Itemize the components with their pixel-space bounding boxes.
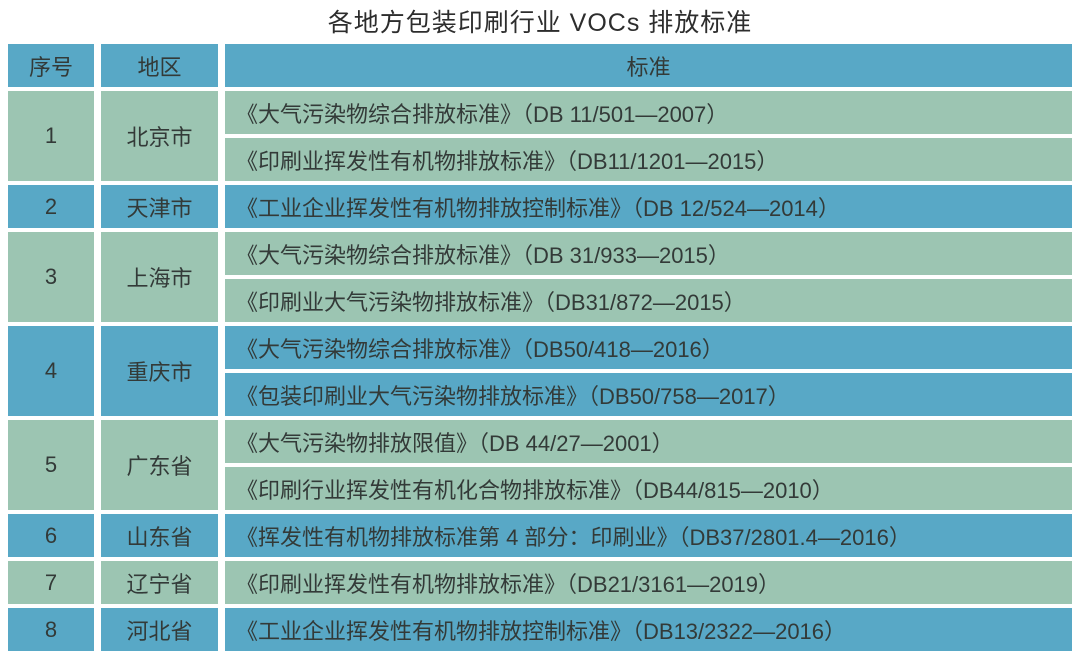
seq-cell: 8 xyxy=(8,608,94,651)
table-row: 2 天津市 《工业企业挥发性有机物排放控制标准》（DB 12/524—2014） xyxy=(8,185,1072,228)
page-title: 各地方包装印刷行业 VOCs 排放标准 xyxy=(327,9,753,37)
seq-cell: 5 xyxy=(8,420,94,510)
standard-cell: 《包装印刷业大气污染物排放标准》（DB50/758—2017） xyxy=(225,373,1072,416)
region-cell: 山东省 xyxy=(101,514,218,557)
header-seq: 序号 xyxy=(8,44,94,87)
region-cell: 河北省 xyxy=(101,608,218,651)
standard-cell: 《印刷业大气污染物排放标准》（DB31/872—2015） xyxy=(225,279,1072,322)
table-row: 《印刷业挥发性有机物排放标准》（DB11/1201—2015） xyxy=(8,138,1072,181)
standard-cell: 《大气污染物排放限值》（DB 44/27—2001） xyxy=(225,420,1072,463)
standard-cell: 《大气污染物综合排放标准》（DB 31/933—2015） xyxy=(225,232,1072,275)
standards-table-body: 1 北京市 《大气污染物综合排放标准》（DB 11/501—2007） 《印刷业挥发性… xyxy=(8,91,1072,651)
seq-cell: 6 xyxy=(8,514,94,557)
standards-table: 序号 地区 标准 1 北京市 《大气污染物综合排放标准》（DB 11/501—200… xyxy=(1,40,1079,655)
standard-cell: 《工业企业挥发性有机物排放控制标准》（DB13/2322—2016） xyxy=(225,608,1072,651)
region-cell: 广东省 xyxy=(101,420,218,510)
region-cell: 重庆市 xyxy=(101,326,218,416)
table-row: 8 河北省 《工业企业挥发性有机物排放控制标准》（DB13/2322—2016） xyxy=(8,608,1072,651)
seq-cell: 7 xyxy=(8,561,94,604)
table-row: 7 辽宁省 《印刷业挥发性有机物排放标准》（DB21/3161—2019） xyxy=(8,561,1072,604)
standard-cell: 《大气污染物综合排放标准》（DB50/418—2016） xyxy=(225,326,1072,369)
standard-cell: 《挥发性有机物排放标准第 4 部分：印刷业》（DB37/2801.4—2016） xyxy=(225,514,1072,557)
table-row: 1 北京市 《大气污染物综合排放标准》（DB 11/501—2007） xyxy=(8,91,1072,181)
region-cell: 北京市 xyxy=(101,91,218,181)
table-row: 《包装印刷业大气污染物排放标准》（DB50/758—2017） xyxy=(8,373,1072,416)
table-row: 《印刷行业挥发性有机化合物排放标准》（DB44/815—2010） xyxy=(8,467,1072,510)
standard-cell: 《印刷业挥发性有机物排放标准》（DB11/1201—2015） xyxy=(225,138,1072,181)
standard-cell: 《印刷行业挥发性有机化合物排放标准》（DB44/815—2010） xyxy=(225,467,1072,510)
table-row: 3 上海市 《大气污染物综合排放标准》（DB 31/933—2015） xyxy=(8,232,1072,322)
seq-cell: 2 xyxy=(8,185,94,228)
standard-cell: 《印刷业挥发性有机物排放标准》（DB21/3161—2019） xyxy=(225,561,1072,604)
table-row: 4 重庆市 《大气污染物综合排放标准》（DB50/418—2016） xyxy=(8,326,1072,416)
seq-cell: 4 xyxy=(8,326,94,416)
header-standard: 标准 xyxy=(225,44,1072,87)
header-region: 地区 xyxy=(101,44,218,87)
standard-cell: 《大气污染物综合排放标准》（DB 11/501—2007） xyxy=(225,91,1072,134)
standard-cell: 《工业企业挥发性有机物排放控制标准》（DB 12/524—2014） xyxy=(225,185,1072,228)
region-cell: 辽宁省 xyxy=(101,561,218,604)
table-row: 《印刷业大气污染物排放标准》（DB31/872—2015） xyxy=(8,279,1072,322)
table-row: 6 山东省 《挥发性有机物排放标准第 4 部分：印刷业》（DB37/2801.4—2… xyxy=(8,514,1072,557)
region-cell: 天津市 xyxy=(101,185,218,228)
seq-cell: 1 xyxy=(8,91,94,181)
table-row: 5 广东省 《大气污染物排放限值》（DB 44/27—2001） xyxy=(8,420,1072,510)
region-cell: 上海市 xyxy=(101,232,218,322)
seq-cell: 3 xyxy=(8,232,94,322)
table-header-row: 序号 地区 标准 xyxy=(8,44,1072,87)
